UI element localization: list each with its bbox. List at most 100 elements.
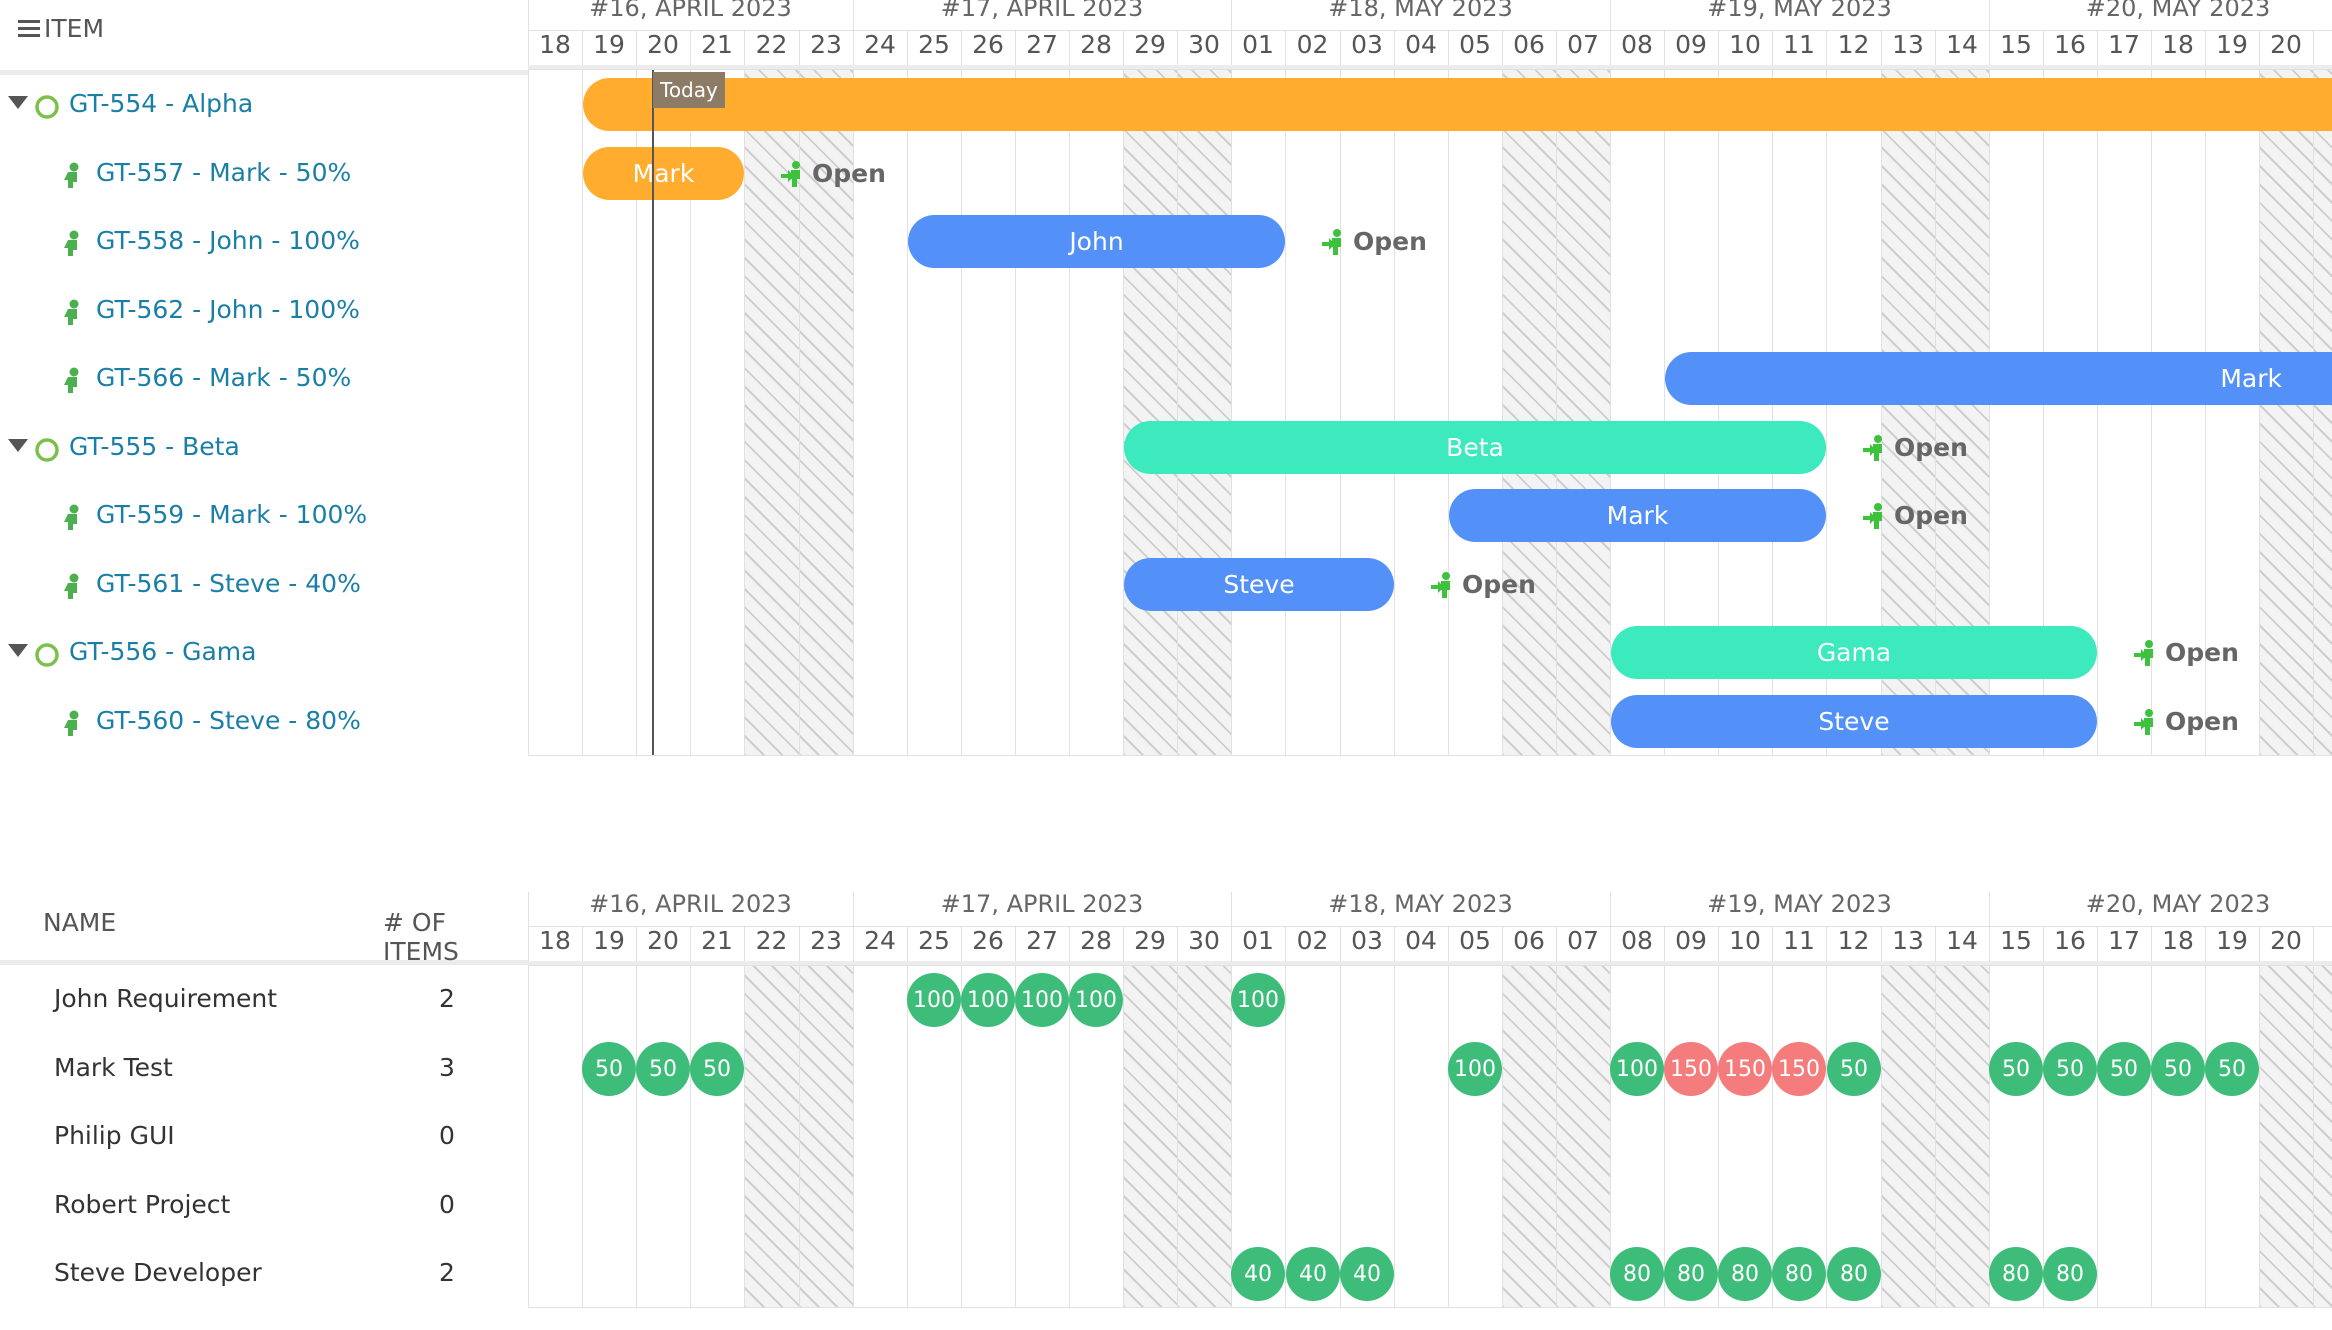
status-open[interactable]: Open — [2133, 638, 2239, 667]
load-circle[interactable]: 50 — [2151, 1042, 2205, 1096]
tree-group-row[interactable]: GT-556 - Gama — [0, 629, 528, 677]
group-label[interactable]: GT-555 - Beta — [69, 432, 240, 461]
status-open[interactable]: Open — [780, 159, 886, 188]
status-open[interactable]: Open — [1862, 501, 1968, 530]
tree-group-row[interactable]: GT-555 - Beta — [0, 424, 528, 472]
weekend-shade — [1935, 966, 1989, 1307]
day-gridline — [961, 30, 962, 755]
load-circle[interactable]: 50 — [2043, 1042, 2097, 1096]
status-text: Open — [812, 159, 886, 188]
gantt-bar[interactable]: Mark — [583, 147, 744, 200]
load-circle[interactable]: 50 — [2205, 1042, 2259, 1096]
gantt-bar[interactable]: Mark — [1665, 352, 2332, 405]
gantt-bar[interactable]: Steve — [1611, 695, 2097, 748]
resource-row[interactable]: Philip GUI 0 — [0, 1113, 528, 1161]
day-gridline — [1231, 30, 1232, 755]
tree-task-row[interactable]: GT-561 - Steve - 40% — [0, 561, 528, 609]
resource-list: John Requirement 2 Mark Test 3 Philip GUI 0 Ro… — [0, 965, 528, 1330]
gantt-bar[interactable]: Gama — [1611, 626, 2097, 679]
weekend-shade — [2313, 70, 2332, 755]
task-label[interactable]: GT-557 - Mark - 50% — [96, 158, 352, 187]
load-circle[interactable]: 40 — [1231, 1247, 1285, 1301]
load-circle[interactable]: 50 — [1827, 1042, 1881, 1096]
gantt-bar[interactable]: Mark — [1449, 489, 1826, 542]
tree-task-row[interactable]: GT-559 - Mark - 100% — [0, 492, 528, 540]
load-circle[interactable]: 100 — [1610, 1042, 1664, 1096]
tree-task-row[interactable]: GT-558 - John - 100% — [0, 218, 528, 266]
gantt-bar[interactable] — [583, 78, 2332, 131]
load-circle[interactable]: 80 — [1827, 1247, 1881, 1301]
gantt-bar[interactable]: John — [908, 215, 1285, 268]
collapse-arrow-icon[interactable] — [8, 643, 28, 662]
day-gridline — [1448, 926, 1449, 1307]
tree-task-row[interactable]: GT-557 - Mark - 50% — [0, 150, 528, 198]
status-open[interactable]: Open — [1430, 570, 1536, 599]
name-header[interactable]: NAME — [43, 908, 117, 937]
load-circle[interactable]: 100 — [1231, 973, 1285, 1027]
load-circle[interactable]: 100 — [961, 973, 1015, 1027]
status-open[interactable]: Open — [1862, 433, 1968, 462]
weekend-shade — [1502, 70, 1556, 755]
tree-task-row[interactable]: GT-562 - John - 100% — [0, 287, 528, 335]
status-text: Open — [1894, 501, 1968, 530]
day-gridline — [1556, 30, 1557, 755]
load-circle[interactable]: 80 — [2043, 1247, 2097, 1301]
header-rule — [528, 30, 2332, 31]
resource-row[interactable]: Steve Developer 2 — [0, 1250, 528, 1298]
count-header[interactable]: # OF ITEMS — [383, 908, 459, 966]
task-label[interactable]: GT-559 - Mark - 100% — [96, 500, 368, 529]
day-label: 21 — [701, 926, 733, 955]
day-label: 28 — [1080, 30, 1112, 59]
load-circle[interactable]: 100 — [1015, 973, 1069, 1027]
status-text: Open — [2165, 638, 2239, 667]
task-label[interactable]: GT-562 - John - 100% — [96, 295, 360, 324]
gantt-bar[interactable]: Beta — [1124, 421, 1826, 474]
resource-row[interactable]: Robert Project 0 — [0, 1182, 528, 1230]
load-circle[interactable]: 80 — [1664, 1247, 1718, 1301]
load-circle[interactable]: 50 — [2097, 1042, 2151, 1096]
day-gridline — [2097, 926, 2098, 1307]
week-label: #16, APRIL 2023 — [589, 0, 792, 22]
day-gridline — [1610, 30, 1611, 755]
task-label[interactable]: GT-561 - Steve - 40% — [96, 569, 361, 598]
resource-row[interactable]: Mark Test 3 — [0, 1045, 528, 1093]
load-circle[interactable]: 40 — [1340, 1247, 1394, 1301]
task-label[interactable]: GT-560 - Steve - 80% — [96, 706, 361, 735]
resource-row[interactable]: John Requirement 2 — [0, 976, 528, 1024]
resource-item-count: 2 — [439, 1258, 455, 1287]
task-label[interactable]: GT-566 - Mark - 50% — [96, 363, 352, 392]
load-circle[interactable]: 80 — [1989, 1247, 2043, 1301]
collapse-arrow-icon[interactable] — [8, 438, 28, 457]
tree-group-row[interactable]: GT-554 - Alpha — [0, 81, 528, 129]
load-circle[interactable]: 100 — [1448, 1042, 1502, 1096]
load-circle[interactable]: 150 — [1772, 1042, 1826, 1096]
collapse-arrow-icon[interactable] — [8, 95, 28, 114]
gantt-bar[interactable]: Steve — [1124, 558, 1394, 611]
group-label[interactable]: GT-556 - Gama — [69, 637, 257, 666]
task-label[interactable]: GT-558 - John - 100% — [96, 226, 360, 255]
day-gridline — [1177, 30, 1178, 755]
group-label[interactable]: GT-554 - Alpha — [69, 89, 254, 118]
status-open[interactable]: Open — [1321, 227, 1427, 256]
load-circle[interactable]: 80 — [1718, 1247, 1772, 1301]
load-circle[interactable]: 80 — [1772, 1247, 1826, 1301]
tree-task-row[interactable]: GT-560 - Steve - 80% — [0, 698, 528, 746]
load-circle[interactable]: 80 — [1610, 1247, 1664, 1301]
day-gridline — [853, 30, 854, 755]
load-circle[interactable]: 50 — [636, 1042, 690, 1096]
load-circle[interactable]: 50 — [582, 1042, 636, 1096]
load-circle[interactable]: 50 — [1989, 1042, 2043, 1096]
resource-name: Robert Project — [54, 1190, 231, 1219]
day-label: 15 — [2000, 30, 2032, 59]
day-label: 23 — [810, 30, 842, 59]
status-open[interactable]: Open — [2133, 707, 2239, 736]
load-circle[interactable]: 50 — [690, 1042, 744, 1096]
load-circle[interactable]: 40 — [1286, 1247, 1340, 1301]
load-circle[interactable]: 100 — [907, 973, 961, 1027]
load-circle[interactable]: 150 — [1664, 1042, 1718, 1096]
hamburger-icon[interactable] — [18, 20, 40, 38]
load-circle[interactable]: 100 — [1069, 973, 1123, 1027]
tree-task-row[interactable]: GT-566 - Mark - 50% — [0, 355, 528, 403]
load-circle[interactable]: 150 — [1718, 1042, 1772, 1096]
day-gridline — [1772, 926, 1773, 1307]
